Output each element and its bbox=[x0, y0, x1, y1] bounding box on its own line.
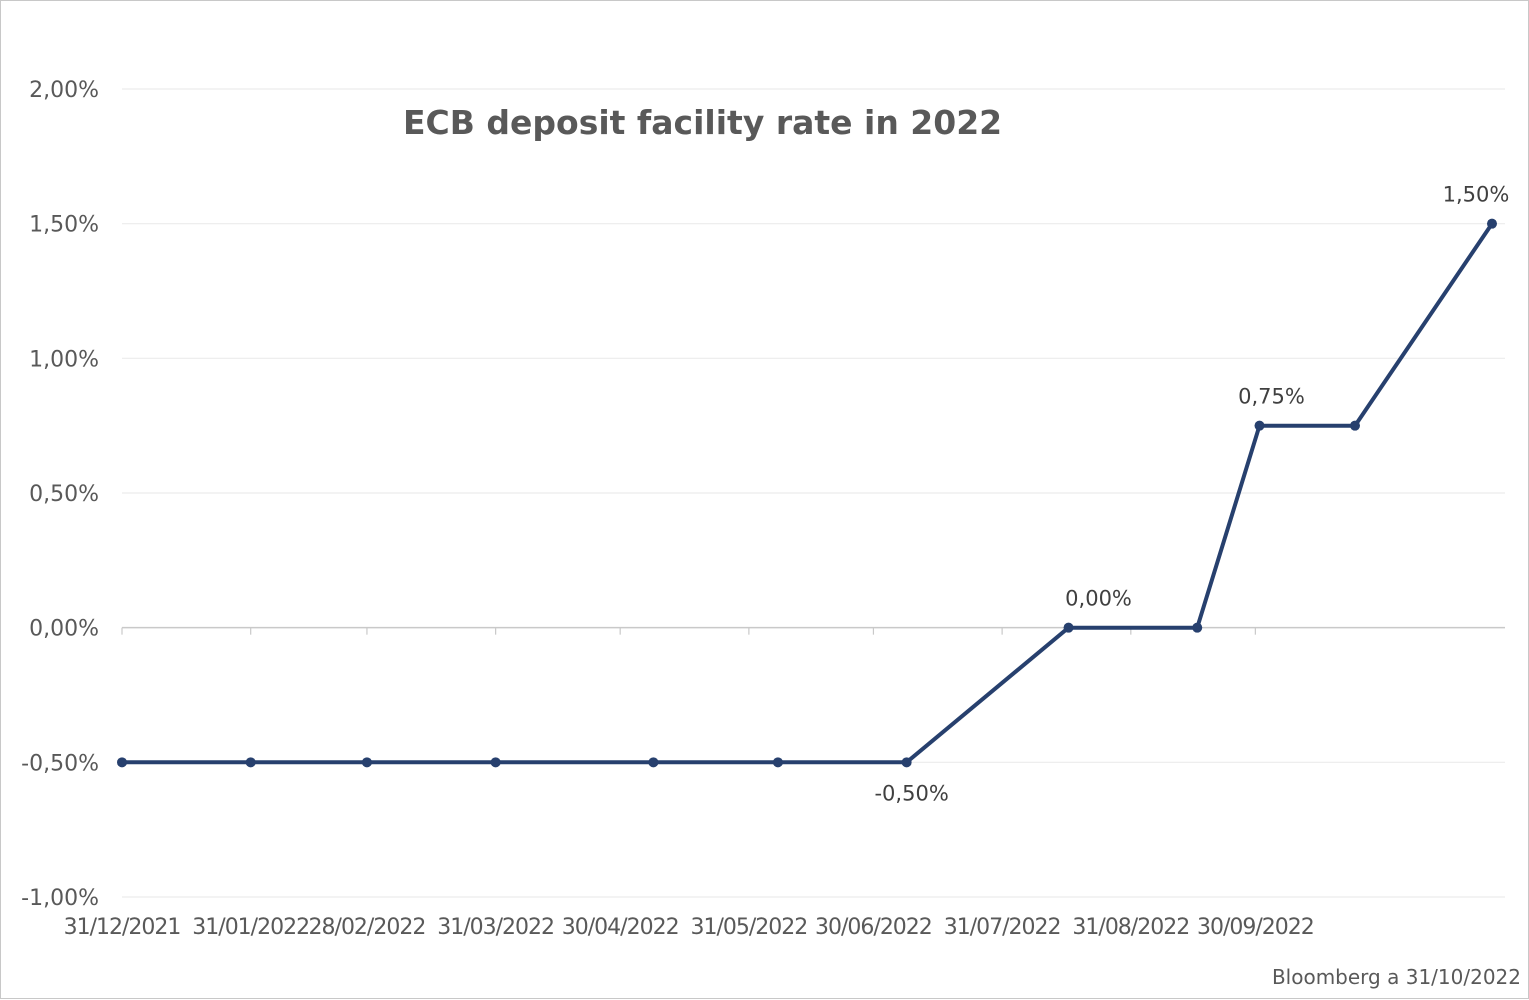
y-tick-label: 1,00% bbox=[29, 347, 99, 372]
y-tick-label: 2,00% bbox=[29, 78, 99, 103]
data-labels: -0,50% 0,00% 0,75% 1,50% bbox=[874, 183, 1509, 806]
y-tick-label: 0,50% bbox=[29, 482, 99, 507]
data-label: -0,50% bbox=[874, 781, 948, 805]
x-tick-label: 31/03/2022 bbox=[437, 915, 554, 940]
x-tick-label: 30/06/2022 bbox=[815, 915, 932, 940]
data-point bbox=[117, 757, 127, 768]
x-tick-label: 31/01/2022 bbox=[192, 915, 309, 940]
y-tick-label: 0,00% bbox=[29, 617, 99, 642]
gridlines bbox=[122, 88, 1505, 898]
x-tick-label: 28/02/2022 bbox=[309, 915, 426, 940]
data-point bbox=[361, 757, 372, 768]
chart-title: ECB deposit facility rate in 2022 bbox=[403, 103, 1002, 142]
x-tick-label: 31/12/2021 bbox=[64, 915, 181, 940]
data-point bbox=[1349, 420, 1360, 431]
data-point bbox=[1486, 218, 1497, 229]
x-tick-label: 31/08/2022 bbox=[1072, 915, 1189, 940]
data-point bbox=[772, 757, 783, 768]
data-point bbox=[901, 757, 912, 768]
source-note: Bloomberg a 31/10/2022 bbox=[1272, 965, 1521, 989]
data-point bbox=[490, 757, 501, 768]
x-tick-label: 30/04/2022 bbox=[562, 915, 679, 940]
y-tick-label: 1,50% bbox=[29, 213, 99, 238]
data-point bbox=[1063, 622, 1074, 633]
x-tick-label: 30/09/2022 bbox=[1197, 915, 1314, 940]
data-label: 1,50% bbox=[1443, 183, 1510, 207]
series-layer bbox=[117, 218, 1497, 768]
y-tick-label: -0,50% bbox=[21, 751, 99, 776]
x-tick-label: 31/05/2022 bbox=[690, 915, 807, 940]
data-label: 0,75% bbox=[1238, 385, 1305, 409]
data-point bbox=[648, 757, 659, 768]
data-point bbox=[1192, 622, 1203, 633]
series-line bbox=[120, 221, 1494, 765]
y-axis: 2,00% 1,50% 1,00% 0,50% 0,00% -0,50% -1,00% bbox=[21, 78, 99, 911]
x-axis: 31/12/2021 31/01/2022 28/02/2022 31/03/2022… bbox=[64, 627, 1315, 940]
data-point bbox=[1254, 420, 1265, 431]
data-label: 0,00% bbox=[1065, 587, 1132, 611]
y-tick-label: -1,00% bbox=[21, 886, 99, 911]
data-point bbox=[245, 757, 256, 768]
x-tick-label: 31/07/2022 bbox=[944, 915, 1061, 940]
